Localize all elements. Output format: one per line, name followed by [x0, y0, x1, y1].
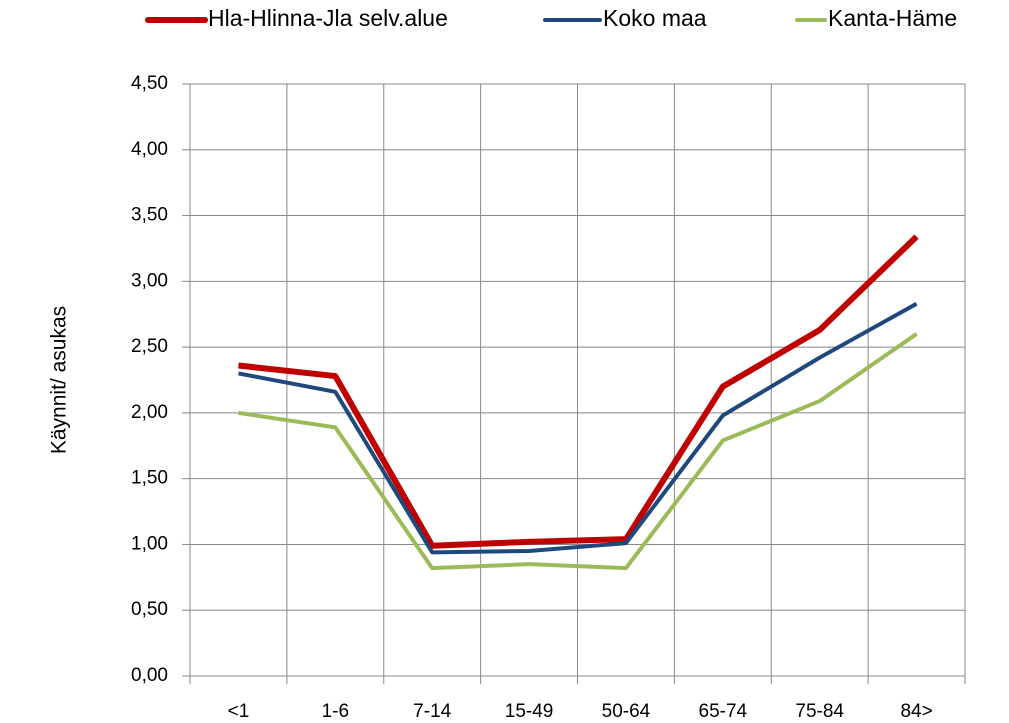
series-line — [238, 234, 919, 549]
x-tick-label: 15-49 — [505, 701, 554, 722]
y-tick-label: 4,00 — [131, 139, 168, 160]
y-tick-label: 3,00 — [131, 270, 168, 291]
x-tick-label: 1-6 — [322, 701, 349, 722]
y-tick-label: 0,50 — [131, 599, 168, 620]
series-line — [238, 332, 918, 571]
legend-label: Kanta-Häme — [828, 5, 957, 31]
y-tick-label: 2,50 — [131, 336, 168, 357]
y-tick-label: 1,00 — [131, 533, 168, 554]
y-tick-label: 3,50 — [131, 205, 168, 226]
x-tick-label: 50-64 — [602, 701, 651, 722]
y-tick-label: 0,00 — [131, 665, 168, 686]
x-tick-label: 65-74 — [699, 701, 748, 722]
x-tick-label: <1 — [228, 701, 250, 722]
y-tick-label: 4,50 — [131, 73, 168, 94]
legend-label: Koko maa — [603, 5, 707, 31]
series-line — [238, 301, 918, 555]
x-tick-label: 7-14 — [413, 701, 451, 722]
y-tick-label: 2,00 — [131, 402, 168, 423]
y-tick-label: 1,50 — [131, 468, 168, 489]
x-tick-label: 84> — [900, 701, 932, 722]
x-tick-label: 75-84 — [795, 701, 844, 722]
legend-label: Hla-Hlinna-Jla selv.alue — [208, 5, 448, 31]
y-axis-title: Käynnit/ asukas — [48, 306, 71, 454]
